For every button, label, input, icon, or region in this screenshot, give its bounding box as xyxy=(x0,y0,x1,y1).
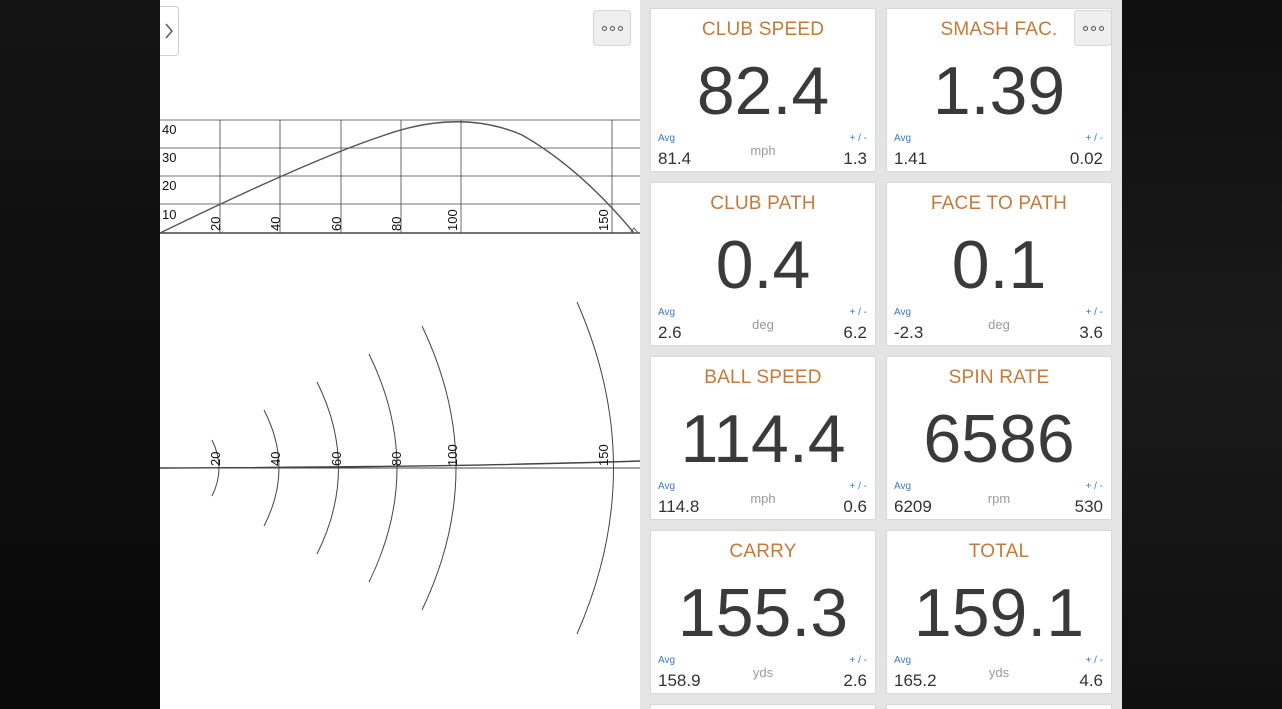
more-options-icon xyxy=(1082,25,1104,31)
video-background-left xyxy=(0,0,160,709)
side-x-label: 150 xyxy=(596,209,611,231)
side-view-grid xyxy=(160,119,640,234)
avg-label: Avg xyxy=(894,655,912,666)
expand-panel-button[interactable] xyxy=(160,6,179,56)
side-y-label: 40 xyxy=(162,122,176,137)
side-y-label: 10 xyxy=(162,207,176,222)
trajectory-panel: 40 30 20 10 20 40 60 80 100 150 xyxy=(160,0,640,709)
tile-unit: mph xyxy=(750,491,776,506)
video-background-right xyxy=(1122,0,1282,709)
avg-value: -2.3 xyxy=(894,323,924,342)
tile-unit: yds xyxy=(988,665,1010,680)
trajectory-more-button[interactable] xyxy=(593,10,631,46)
app-container: 40 30 20 10 20 40 60 80 100 150 xyxy=(160,0,1122,709)
top-x-label: 150 xyxy=(596,444,611,466)
plus-minus-value: 2.6 xyxy=(843,671,867,690)
avg-value: 114.8 xyxy=(658,497,700,516)
tile-value: 159.1 xyxy=(913,575,1085,651)
metric-tile-spin-rate[interactable]: SPIN RATE 6586 Avg + / - rpm 6209 530 xyxy=(886,356,1112,520)
tile-value: 0.1 xyxy=(951,227,1047,303)
tile-value: 155.3 xyxy=(677,575,849,651)
plus-minus-value: 0.6 xyxy=(843,497,867,516)
avg-value: 158.9 xyxy=(658,671,701,690)
avg-label: Avg xyxy=(894,307,912,318)
metric-tile-face-to-path[interactable]: FACE TO PATH 0.1 Avg + / - deg -2.3 3.6 xyxy=(886,182,1112,346)
plus-minus-label: + / - xyxy=(1085,133,1103,144)
tiles-more-button[interactable] xyxy=(1074,10,1112,46)
top-x-label: 20 xyxy=(208,452,223,466)
chevron-right-icon xyxy=(165,23,173,39)
tile-unit: rpm xyxy=(987,491,1011,506)
tile-title: CLUB PATH xyxy=(710,193,816,214)
tile-unit: mph xyxy=(750,143,776,158)
top-x-label: 80 xyxy=(389,452,404,466)
plus-minus-label: + / - xyxy=(849,307,867,318)
metric-tile-partial[interactable] xyxy=(650,704,876,709)
avg-label: Avg xyxy=(658,481,676,492)
metric-tile-ball-speed[interactable]: BALL SPEED 114.4 Avg + / - mph 114.8 0.6 xyxy=(650,356,876,520)
side-x-label: 60 xyxy=(329,217,344,231)
plus-minus-label: + / - xyxy=(849,133,867,144)
more-options-icon xyxy=(601,25,623,31)
metric-tile-total[interactable]: TOTAL 159.1 Avg + / - yds 165.2 4.6 xyxy=(886,530,1112,694)
avg-label: Avg xyxy=(894,133,912,144)
avg-value: 2.6 xyxy=(658,323,682,342)
avg-label: Avg xyxy=(658,133,676,144)
side-y-label: 30 xyxy=(162,150,176,165)
avg-label: Avg xyxy=(658,307,676,318)
tile-title: SPIN RATE xyxy=(948,367,1050,388)
tile-title: BALL SPEED xyxy=(704,367,822,388)
tile-title: CARRY xyxy=(729,541,797,562)
tile-title: CLUB SPEED xyxy=(701,19,825,40)
side-x-label: 20 xyxy=(208,217,223,231)
metric-tile-carry[interactable]: CARRY 155.3 Avg + / - yds 158.9 2.6 xyxy=(650,530,876,694)
metric-tile-partial[interactable] xyxy=(886,704,1112,709)
top-x-label: 60 xyxy=(329,452,344,466)
tile-value: 6586 xyxy=(923,401,1075,477)
trajectory-chart: 40 30 20 10 20 40 60 80 100 150 xyxy=(160,119,640,635)
plus-minus-label: + / - xyxy=(849,655,867,666)
landing-marker xyxy=(628,227,640,234)
avg-value: 165.2 xyxy=(894,671,937,690)
tile-value: 114.4 xyxy=(680,401,846,477)
metric-tile-club-speed[interactable]: CLUB SPEED 82.4 Avg + / - mph 81.4 1.3 xyxy=(650,8,876,172)
tile-value: 1.39 xyxy=(932,53,1066,129)
side-y-label: 20 xyxy=(162,178,176,193)
avg-value: 81.4 xyxy=(658,149,692,168)
tile-title: TOTAL xyxy=(968,541,1030,562)
tile-unit: deg xyxy=(752,317,774,332)
avg-label: Avg xyxy=(658,655,676,666)
tile-title: SMASH FAC. xyxy=(940,19,1058,40)
plus-minus-value: 0.02 xyxy=(1069,149,1103,168)
plus-minus-label: + / - xyxy=(849,481,867,492)
avg-value: 6209 xyxy=(894,497,932,516)
plus-minus-value: 3.6 xyxy=(1079,323,1103,342)
avg-value: 1.41 xyxy=(894,149,928,168)
top-x-label: 40 xyxy=(268,452,283,466)
plus-minus-label: + / - xyxy=(1085,655,1103,666)
tile-value: 82.4 xyxy=(696,53,830,129)
plus-minus-value: 4.6 xyxy=(1079,671,1103,690)
metric-tile-club-path[interactable]: CLUB PATH 0.4 Avg + / - deg 2.6 6.2 xyxy=(650,182,876,346)
tile-title: FACE TO PATH xyxy=(930,193,1068,214)
avg-label: Avg xyxy=(894,481,912,492)
top-view-ball-path xyxy=(160,460,640,469)
plus-minus-label: + / - xyxy=(1085,481,1103,492)
plus-minus-value: 530 xyxy=(1074,497,1103,516)
plus-minus-value: 1.3 xyxy=(843,149,867,168)
tile-unit: deg xyxy=(988,317,1010,332)
side-x-label: 40 xyxy=(268,217,283,231)
tile-value: 0.4 xyxy=(715,227,811,303)
side-x-label: 100 xyxy=(445,209,460,231)
side-view-flight-path xyxy=(160,121,635,234)
top-x-label: 100 xyxy=(445,444,460,466)
plus-minus-value: 6.2 xyxy=(843,323,867,342)
tile-unit: yds xyxy=(752,665,774,680)
side-x-label: 80 xyxy=(389,217,404,231)
plus-minus-label: + / - xyxy=(1085,307,1103,318)
